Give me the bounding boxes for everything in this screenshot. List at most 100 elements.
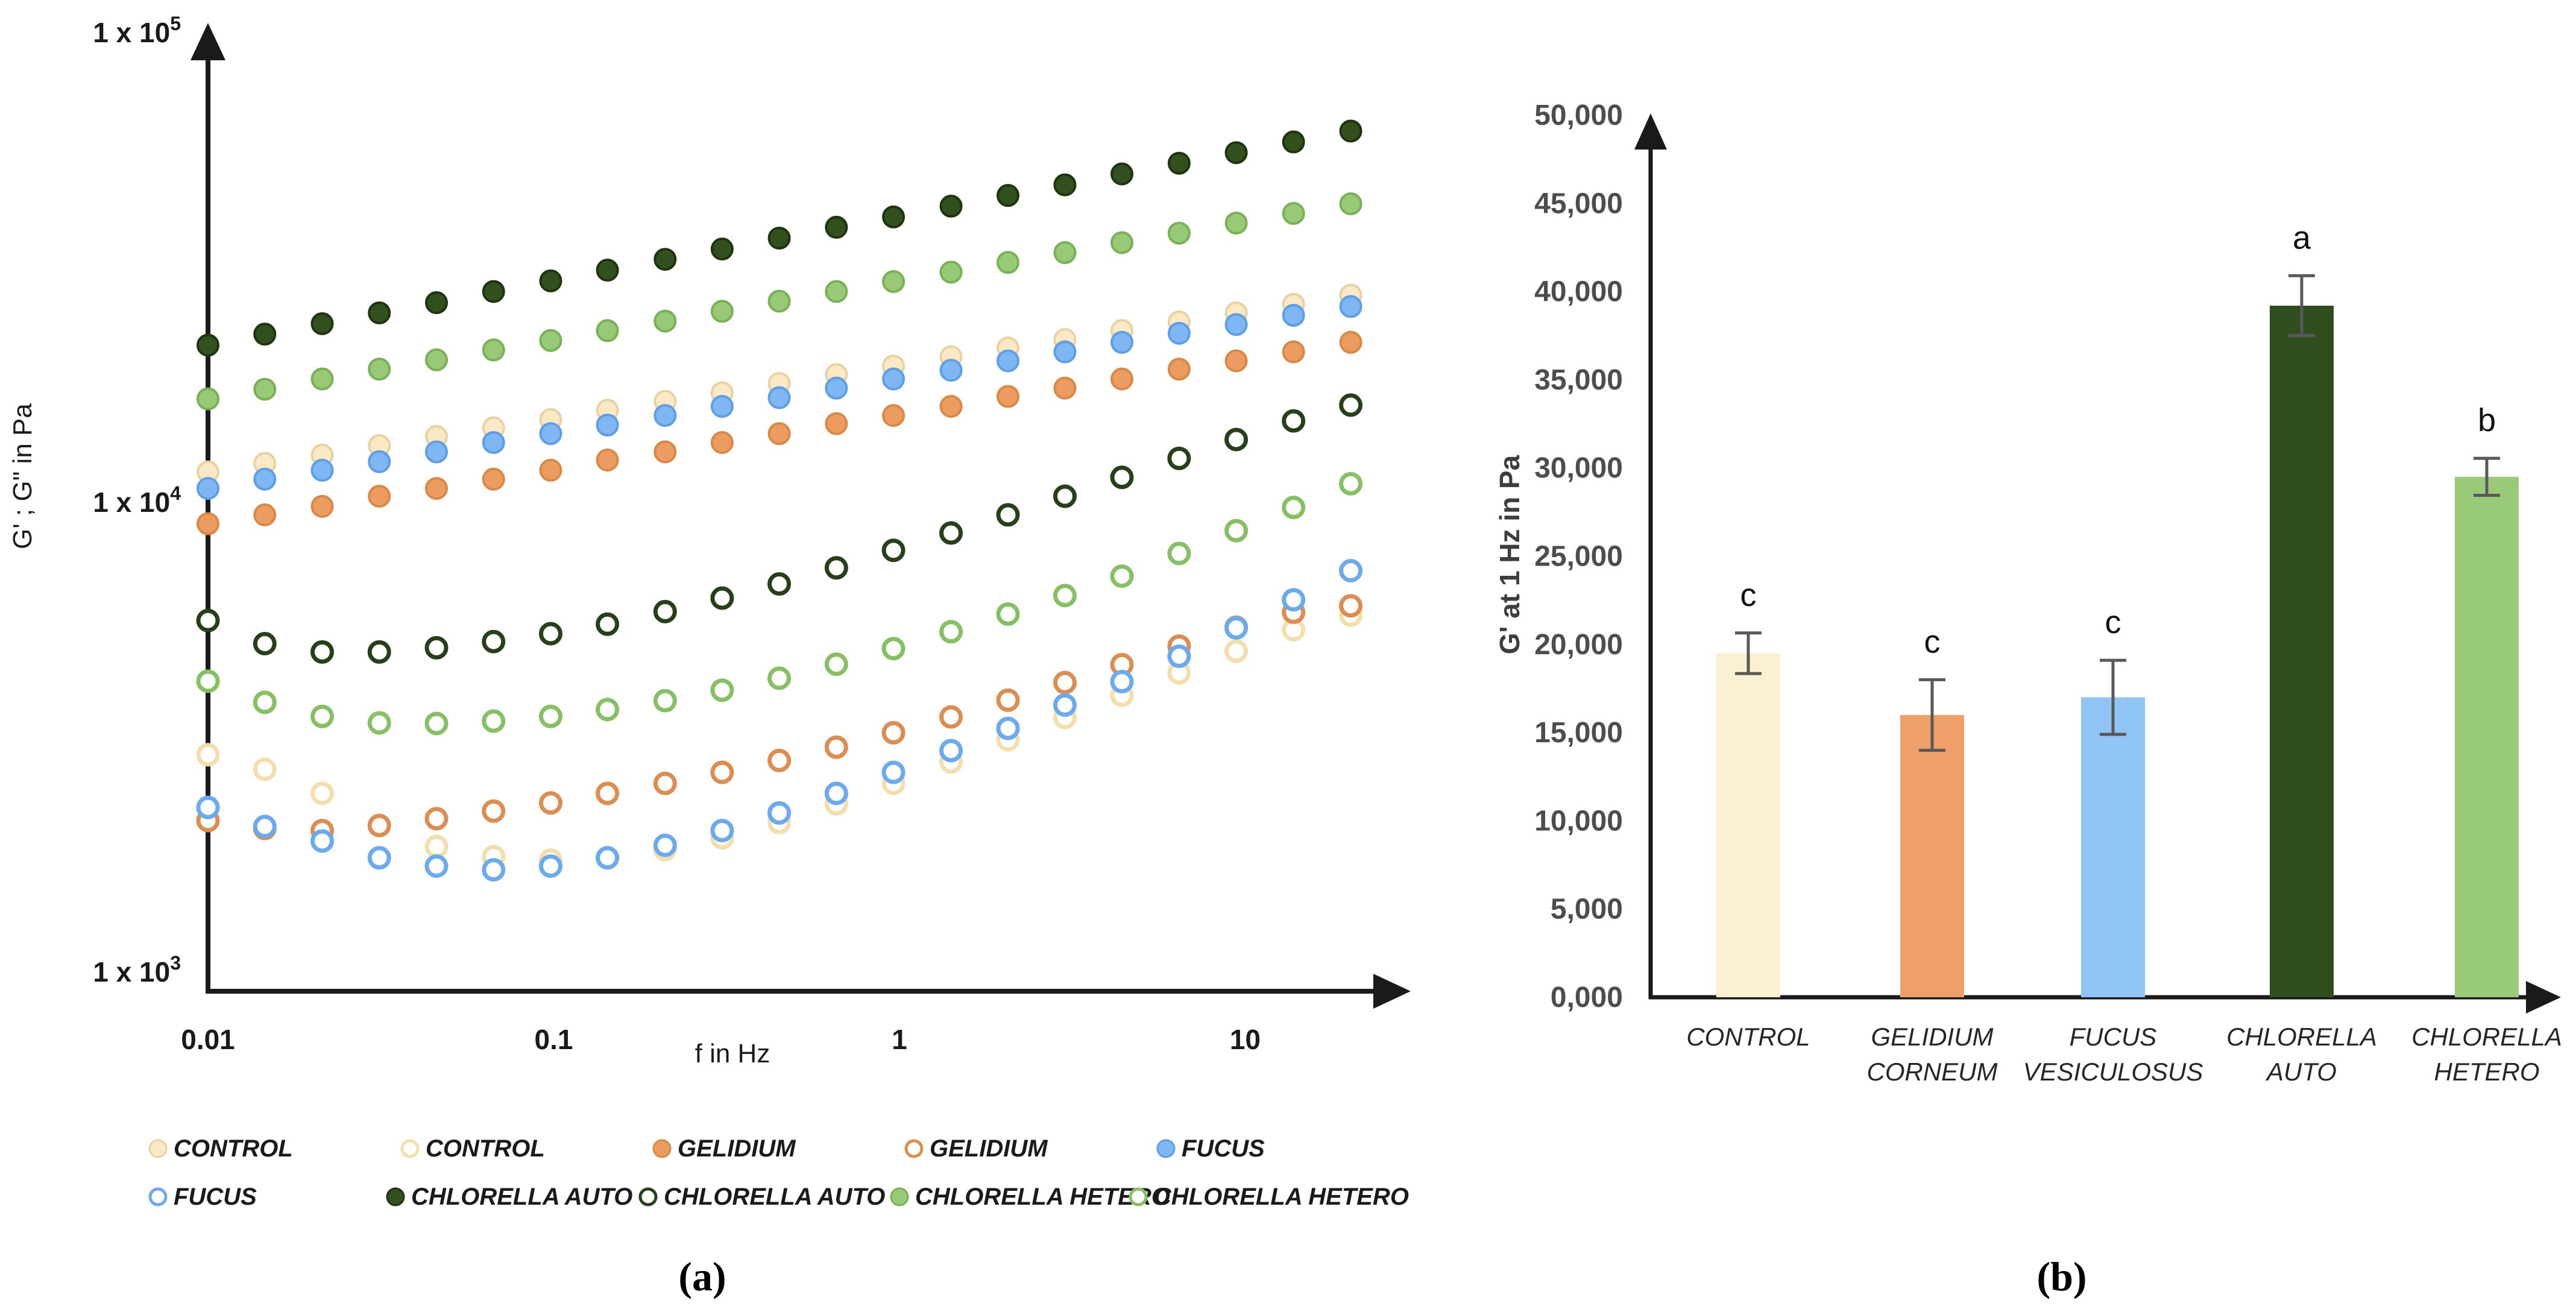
scatter-point <box>539 458 562 482</box>
scatter-point <box>1224 141 1248 165</box>
scatter-point <box>939 260 963 284</box>
bar-group: c c c a b <box>1716 219 2519 997</box>
scatter-point <box>653 833 677 857</box>
panel-b-y-tick-label: 0,000 <box>1551 982 1623 1014</box>
bar <box>2081 697 2145 997</box>
scatter-point <box>1282 409 1306 433</box>
legend-label: CHLORELLA AUTO <box>664 1184 885 1210</box>
scatter-point <box>482 799 506 823</box>
series-hetero_gpp <box>196 472 1363 736</box>
panel-b-y-tick-label: 15,000 <box>1534 717 1623 749</box>
category-label-line1: FUCUS <box>2070 1023 2157 1051</box>
scatter-point <box>1167 321 1191 345</box>
scatter-point <box>482 280 505 303</box>
scatter-point <box>825 412 848 435</box>
scatter-point <box>1110 564 1134 588</box>
scatter-point <box>253 690 277 714</box>
scatter-point <box>996 602 1020 626</box>
panel-b-y-tick-label: 10,000 <box>1534 805 1623 837</box>
scatter-point <box>710 430 734 454</box>
legend-marker-filled-icon <box>652 1139 672 1158</box>
scatter-point <box>825 280 848 303</box>
scatter-point <box>1110 162 1134 186</box>
scatter-point <box>881 637 905 661</box>
caption-panel-b: (b) <box>2036 1254 2086 1299</box>
category-label-line2: CORNEUM <box>1867 1058 1998 1086</box>
scatter-point <box>1167 541 1191 566</box>
scatter-point <box>538 622 562 646</box>
scatter-point <box>767 386 791 409</box>
scatter-point <box>253 757 277 781</box>
scatter-point <box>253 467 277 491</box>
scatter-point <box>196 669 220 693</box>
scatter-point <box>368 301 391 324</box>
series-fucus_gp <box>197 295 1362 500</box>
scatter-point <box>482 430 505 454</box>
scatter-point <box>767 289 791 313</box>
scatter-point <box>939 359 963 382</box>
panel-a-x-tick-labels: 0.01 0.1 1 10 <box>181 1024 1261 1055</box>
scatter-point <box>197 333 219 357</box>
series-gelidium_gp <box>197 330 1362 535</box>
scatter-point <box>253 503 277 526</box>
category-label-line2: VESICULOSUS <box>2023 1058 2203 1086</box>
scatter-point <box>997 349 1020 373</box>
scatter-point <box>996 688 1020 712</box>
scatter-point <box>1110 367 1134 391</box>
scatter-point <box>596 319 619 342</box>
scatter-point <box>653 599 677 623</box>
scatter-point <box>196 743 220 767</box>
scatter-point <box>424 711 449 736</box>
panel-b-y-tick-label: 5,000 <box>1551 894 1623 926</box>
significance-letter: c <box>1924 623 1941 660</box>
panel-b-y-axis-arrow-icon <box>1634 113 1667 150</box>
scatter-point <box>825 376 848 400</box>
scatter-point <box>482 858 506 882</box>
scatter-point <box>310 367 334 391</box>
panel-a-y-axis-title: G' ; G" in Pa <box>8 403 37 549</box>
x-tick-label: 0.1 <box>535 1024 573 1055</box>
scatter-point <box>824 735 848 759</box>
scatter-point <box>824 781 848 806</box>
scatter-point <box>767 801 792 825</box>
scatter-point <box>310 704 334 728</box>
scatter-point <box>310 312 334 335</box>
scatter-point <box>939 739 963 763</box>
scatter-point <box>825 215 848 239</box>
panel-b-y-tick-label: 25,000 <box>1534 541 1623 573</box>
legend-marker-open-icon <box>148 1187 168 1206</box>
panel-a: 1 x 105 1 x 104 1 x 103 0.01 0.1 1 10 G' ; G"… <box>8 13 1411 1210</box>
scatter-point <box>596 413 619 437</box>
bar <box>2270 306 2334 997</box>
scatter-point <box>538 791 562 815</box>
legend-marker-open-icon <box>904 1139 924 1158</box>
scatter-point <box>424 636 449 660</box>
panel-b-y-tick-label: 35,000 <box>1534 364 1623 396</box>
panel-b-x-axis-arrow-icon <box>2526 981 2561 1014</box>
scatter-point <box>1282 340 1305 364</box>
legend-label: GELIDIUM <box>678 1135 796 1162</box>
scatter-point <box>310 458 334 482</box>
scatter-point <box>197 512 219 535</box>
legend-marker-open-icon <box>400 1139 420 1158</box>
scatter-point <box>710 238 734 261</box>
scatter-point <box>881 538 905 563</box>
scatter-point <box>1339 558 1363 582</box>
scatter-point <box>482 338 505 362</box>
panel-b-y-axis-title: G' at 1 Hz in Pa <box>1494 455 1525 654</box>
scatter-point <box>1339 393 1363 417</box>
legend-label: GELIDIUM <box>930 1135 1048 1162</box>
scatter-point <box>596 698 620 722</box>
scatter-point <box>197 387 219 411</box>
scatter-point <box>881 760 905 784</box>
scatter-point <box>425 477 449 500</box>
scatter-point <box>710 300 734 323</box>
scatter-point <box>653 689 677 713</box>
scatter-point <box>539 422 562 446</box>
x-tick-label: 1 <box>892 1024 907 1055</box>
scatter-point <box>767 748 792 772</box>
scatter-point <box>997 251 1020 274</box>
scatter-point <box>653 309 677 333</box>
scatter-point <box>767 226 791 250</box>
